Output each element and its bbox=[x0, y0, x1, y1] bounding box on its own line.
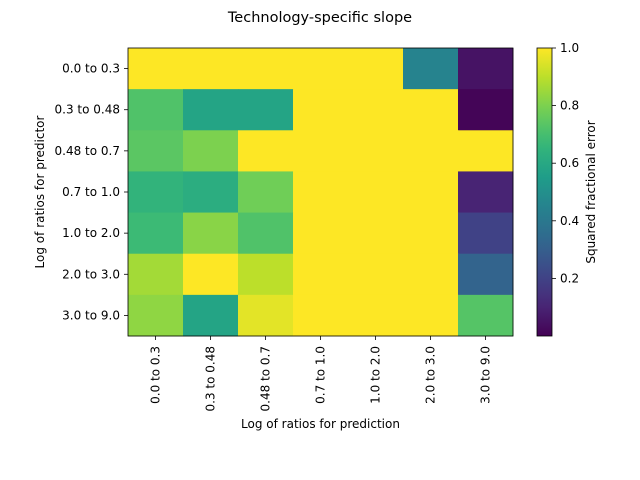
x-tick-label: 1.0 to 2.0 bbox=[369, 346, 383, 404]
colorbar-tick-label: 0.8 bbox=[560, 99, 579, 113]
heatmap-cell bbox=[348, 253, 404, 296]
heatmap-cell bbox=[403, 89, 459, 131]
heatmap-cell bbox=[348, 89, 404, 131]
heatmap-cell bbox=[238, 171, 294, 213]
heatmap-cell bbox=[238, 130, 294, 172]
x-axis-label: Log of ratios for prediction bbox=[241, 417, 400, 431]
heatmap-cell bbox=[238, 89, 294, 131]
colorbar-label: Squared fractional error bbox=[584, 120, 598, 263]
heatmap-cell bbox=[293, 171, 349, 213]
heatmap-cell bbox=[238, 294, 294, 337]
heatmap-cell bbox=[128, 171, 184, 213]
heatmap-cell bbox=[183, 89, 239, 131]
y-tick-labels: 0.0 to 0.3 0.3 to 0.48 0.48 to 0.7 0.7 to 1… bbox=[55, 62, 128, 322]
x-tick-label: 3.0 to 9.0 bbox=[479, 346, 493, 404]
heatmap-cell bbox=[348, 48, 404, 90]
heatmap-cell bbox=[458, 212, 514, 255]
y-tick-label: 1.0 to 2.0 bbox=[62, 226, 120, 240]
colorbar-tick-label: 0.6 bbox=[560, 156, 579, 170]
x-tick-label: 0.0 to 0.3 bbox=[149, 346, 163, 404]
heatmap-cell bbox=[458, 48, 514, 90]
heatmap-cell bbox=[293, 212, 349, 255]
x-tick-label: 2.0 to 3.0 bbox=[424, 346, 438, 404]
heatmap-cell bbox=[128, 130, 184, 172]
x-tick-label: 0.48 to 0.7 bbox=[259, 346, 273, 411]
heatmap-cell bbox=[348, 212, 404, 255]
heatmap-cell bbox=[238, 212, 294, 255]
heatmap-cell bbox=[128, 89, 184, 131]
colorbar-tick-label: 0.4 bbox=[560, 214, 579, 228]
heatmap-cell bbox=[128, 253, 184, 296]
heatmap-cell bbox=[293, 130, 349, 172]
y-axis-label: Log of ratios for predictor bbox=[33, 116, 47, 269]
heatmap-cell bbox=[348, 294, 404, 337]
chart-title: Technology-specific slope bbox=[227, 10, 412, 26]
heatmap-cell bbox=[293, 294, 349, 337]
heatmap-cell bbox=[403, 48, 459, 90]
x-tick-labels: 0.0 to 0.3 0.3 to 0.48 0.48 to 0.7 0.7 to 1… bbox=[149, 336, 493, 411]
x-tick-label: 0.3 to 0.48 bbox=[204, 346, 218, 411]
heatmap-cell bbox=[458, 294, 514, 337]
heatmap-cell bbox=[348, 130, 404, 172]
heatmap-cell bbox=[403, 171, 459, 213]
heatmap-cells bbox=[128, 48, 514, 337]
y-tick-label: 0.7 to 1.0 bbox=[62, 185, 120, 199]
heatmap-cell bbox=[128, 48, 184, 90]
heatmap-cell bbox=[458, 130, 514, 172]
heatmap-cell bbox=[238, 48, 294, 90]
heatmap-cell bbox=[128, 212, 184, 255]
heatmap-cell bbox=[183, 253, 239, 296]
heatmap-cell bbox=[183, 212, 239, 255]
heatmap-cell bbox=[458, 253, 514, 296]
y-tick-label: 3.0 to 9.0 bbox=[62, 308, 120, 322]
heatmap-cell bbox=[293, 48, 349, 90]
y-tick-label: 0.48 to 0.7 bbox=[55, 144, 120, 158]
heatmap-cell bbox=[128, 294, 184, 337]
heatmap-cell bbox=[183, 294, 239, 337]
heatmap-cell bbox=[403, 253, 459, 296]
heatmap-cell bbox=[403, 294, 459, 337]
heatmap-cell bbox=[238, 253, 294, 296]
heatmap-cell bbox=[403, 130, 459, 172]
y-tick-label: 0.0 to 0.3 bbox=[62, 62, 120, 76]
heatmap-cell bbox=[183, 48, 239, 90]
heatmap-cell bbox=[183, 130, 239, 172]
colorbar-tick-label: 0.2 bbox=[560, 271, 579, 285]
heatmap-cell bbox=[183, 171, 239, 213]
y-tick-label: 0.3 to 0.48 bbox=[55, 103, 120, 117]
heatmap-cell bbox=[403, 212, 459, 255]
heatmap-cell bbox=[348, 171, 404, 213]
heatmap-cell bbox=[458, 171, 514, 213]
colorbar bbox=[536, 47, 553, 337]
heatmap-cell bbox=[293, 253, 349, 296]
heatmap-cell bbox=[458, 89, 514, 131]
y-tick-label: 2.0 to 3.0 bbox=[62, 267, 120, 281]
heatmap-cell bbox=[293, 89, 349, 131]
colorbar-tick-label: 1.0 bbox=[560, 41, 579, 55]
colorbar-ticks: 0.2 0.4 0.6 0.8 1.0 bbox=[552, 41, 579, 285]
x-tick-label: 0.7 to 1.0 bbox=[314, 346, 328, 404]
